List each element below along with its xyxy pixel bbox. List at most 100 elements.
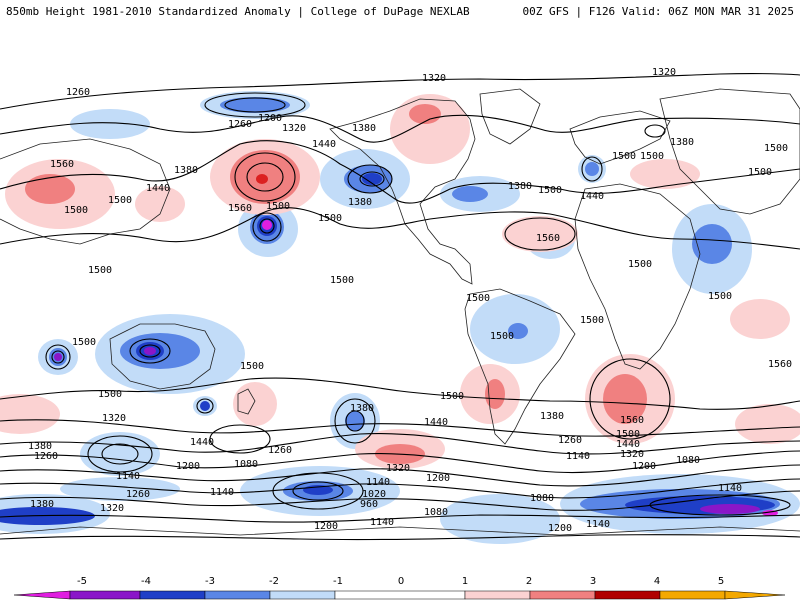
closed-contour bbox=[334, 398, 376, 444]
closed-contour bbox=[87, 435, 153, 473]
anomaly-area bbox=[70, 109, 150, 139]
contour-label: 1500 bbox=[764, 143, 788, 154]
contour-label: 1260 bbox=[558, 435, 582, 446]
closed-contour bbox=[589, 358, 671, 440]
contour-label: 1140 bbox=[566, 451, 590, 462]
color-bar-tick: -3 bbox=[205, 576, 215, 587]
contour-label: 1500 bbox=[108, 195, 132, 206]
contour-label: 1200 bbox=[632, 461, 656, 472]
closed-contour bbox=[51, 350, 65, 364]
map-svg: 1260 1200 1260 1320 1380 1440 1380 1320 … bbox=[0, 39, 800, 559]
closed-contour bbox=[649, 494, 791, 516]
closed-contour bbox=[139, 344, 161, 358]
contour-label: 1560 bbox=[620, 415, 644, 426]
contour-label: 1080 bbox=[676, 455, 700, 466]
map-panel: 1260 1200 1260 1320 1380 1440 1380 1320 … bbox=[0, 39, 800, 559]
contour-label: 1320 bbox=[652, 67, 676, 78]
closed-contour bbox=[259, 218, 275, 234]
color-bar-segment bbox=[594, 590, 661, 600]
contour-label: 1500 bbox=[440, 391, 464, 402]
contour-label: 1500 bbox=[266, 201, 290, 212]
anomaly-area bbox=[54, 353, 62, 361]
contour-1440-mid bbox=[0, 140, 800, 204]
map-title: 850mb Height 1981-2010 Standardized Anom… bbox=[6, 5, 470, 18]
closed-contour bbox=[224, 97, 286, 113]
contour-label: 1260 bbox=[268, 445, 292, 456]
closed-contour bbox=[45, 344, 71, 370]
contour-label: 1320 bbox=[422, 73, 446, 84]
contour-label: 1500 bbox=[748, 167, 772, 178]
contour-label: 1320 bbox=[386, 463, 410, 474]
anomaly-area bbox=[603, 374, 647, 424]
anomaly-area bbox=[0, 394, 60, 434]
contour-label: 1260 bbox=[228, 119, 252, 130]
height-contours bbox=[0, 73, 800, 541]
color-bar-segment bbox=[334, 590, 466, 600]
anomaly-area bbox=[485, 379, 505, 409]
anomaly-area bbox=[256, 174, 268, 184]
contour-label: 1380 bbox=[350, 403, 374, 414]
color-bar-tip-positive bbox=[724, 590, 786, 600]
contour-label: 1560 bbox=[536, 233, 560, 244]
color-bar-tip-negative bbox=[13, 590, 71, 600]
color-bar-tick: 2 bbox=[526, 576, 532, 587]
anomaly-area bbox=[362, 173, 382, 185]
model-run-info: 00Z GFS | F126 Valid: 06Z MON MAR 31 202… bbox=[522, 5, 794, 18]
contour-label: 1140 bbox=[586, 519, 610, 530]
anomaly-area bbox=[692, 224, 732, 264]
color-bar-tick: 1 bbox=[462, 576, 468, 587]
contour-label: 1500 bbox=[64, 205, 88, 216]
contour-label: 1080 bbox=[424, 507, 448, 518]
greenland-outline bbox=[479, 88, 541, 145]
contour-label: 1140 bbox=[116, 471, 140, 482]
contour-label: 1440 bbox=[616, 439, 640, 450]
color-bar-svg: -5 -4 -3 -2 -1 0 1 2 3 4 5 bbox=[13, 576, 786, 600]
new-zealand-outline bbox=[237, 388, 256, 415]
east-asia-outline bbox=[0, 138, 171, 245]
contour-label: 1380 bbox=[174, 165, 198, 176]
contour-label: 1500 bbox=[330, 275, 354, 286]
contour-label: 1200 bbox=[314, 521, 338, 532]
color-bar-segment bbox=[204, 590, 271, 600]
contour-label: 1380 bbox=[540, 411, 564, 422]
contour-label: 1560 bbox=[768, 359, 792, 370]
contour-label: 1320 bbox=[102, 413, 126, 424]
contour-label: 1560 bbox=[50, 159, 74, 170]
anomaly-area bbox=[735, 404, 800, 444]
australia-outline bbox=[109, 323, 216, 390]
color-bar-ticks: -5 -4 -3 -2 -1 0 1 2 3 4 5 bbox=[77, 576, 724, 587]
contour-1260-south bbox=[0, 464, 800, 487]
contour-label: 1500 bbox=[466, 293, 490, 304]
color-bar-tick: -2 bbox=[269, 576, 279, 587]
anomaly-area bbox=[730, 299, 790, 339]
contour-1080-south bbox=[0, 514, 800, 523]
closed-contour bbox=[504, 217, 576, 251]
contour-label: 1500 bbox=[240, 361, 264, 372]
contour-label: 1200 bbox=[258, 113, 282, 124]
contour-1500-mid bbox=[0, 207, 800, 250]
contour-label: 1500 bbox=[612, 151, 636, 162]
contour-label: 1440 bbox=[580, 191, 604, 202]
color-bar-segments bbox=[13, 590, 786, 600]
anomaly-area bbox=[220, 97, 290, 113]
color-bar-tick: 0 bbox=[398, 576, 404, 587]
color-bar-tick: -1 bbox=[333, 576, 343, 587]
color-bar-tick: 4 bbox=[654, 576, 660, 587]
color-bar-segment bbox=[69, 590, 141, 600]
contour-1260-antarctic bbox=[0, 534, 800, 541]
closed-contour bbox=[129, 338, 171, 364]
contour-label: 1500 bbox=[616, 429, 640, 440]
contour-1140-south bbox=[0, 490, 800, 511]
closed-contour bbox=[204, 92, 306, 118]
anomaly-color-bar: -5 -4 -3 -2 -1 0 1 2 3 4 5 bbox=[0, 570, 800, 600]
contour-label: 1440 bbox=[190, 437, 214, 448]
anomaly-area bbox=[25, 174, 75, 204]
closed-contour bbox=[292, 481, 344, 501]
anomaly-area bbox=[345, 411, 365, 431]
contour-label: 1080 bbox=[530, 493, 554, 504]
contour-label: 1500 bbox=[708, 291, 732, 302]
closed-contour bbox=[209, 424, 271, 454]
contour-label: 1500 bbox=[88, 265, 112, 276]
contour-label: 1380 bbox=[670, 137, 694, 148]
contour-label: 1140 bbox=[370, 517, 394, 528]
